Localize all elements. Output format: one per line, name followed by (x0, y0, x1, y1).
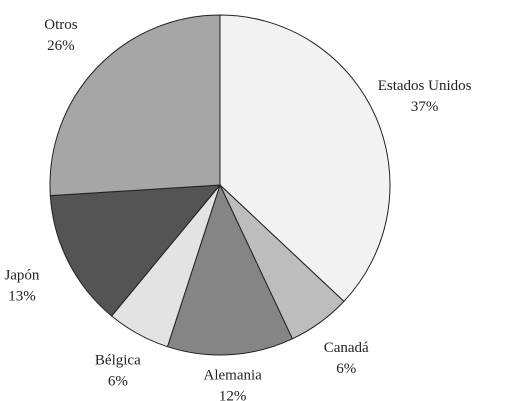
slice-label: Estados Unidos (378, 78, 472, 94)
pie-slice (49, 184, 222, 317)
slice-label: Alemania (204, 368, 263, 384)
slice-value-label: 13% (8, 288, 36, 304)
slice-value-label: 26% (47, 38, 75, 54)
pie-slice (49, 14, 221, 197)
slice-label: Bélgica (95, 352, 141, 368)
slice-value-label: 12% (219, 389, 247, 401)
slice-label: Japón (4, 267, 39, 283)
slice-value-label: 6% (336, 361, 356, 377)
slice-value-label: 37% (411, 99, 439, 115)
slice-label: Otros (44, 17, 77, 33)
pie-slice (166, 183, 294, 356)
slice-label: Canadá (324, 340, 369, 356)
pie-slice (219, 14, 391, 303)
slice-value-label: 6% (108, 373, 128, 389)
